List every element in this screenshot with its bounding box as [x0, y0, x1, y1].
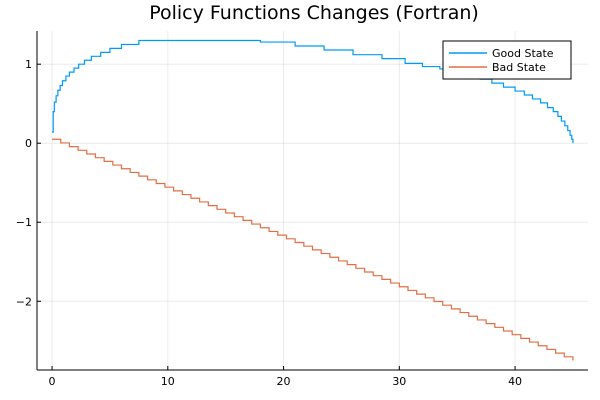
legend-label: Bad State — [492, 61, 546, 74]
series-line-bad-state — [52, 138, 574, 361]
legend-label: Good State — [492, 47, 554, 60]
y-tick-label: −1 — [16, 216, 32, 229]
x-tick-label: 40 — [508, 375, 522, 388]
y-tick-label: 1 — [25, 58, 32, 71]
series-group — [52, 39, 574, 361]
x-tick-label: 20 — [277, 375, 291, 388]
legend-box — [442, 40, 572, 80]
y-tick-label: −2 — [16, 295, 32, 308]
axes: 0 10 20 30 40 −2 −1 0 1 — [16, 31, 588, 388]
y-tick-label: 0 — [25, 137, 32, 150]
x-tick-label: 0 — [49, 375, 56, 388]
x-tick-label: 30 — [392, 375, 406, 388]
series-line-good-state — [52, 39, 574, 144]
chart-title: Policy Functions Changes (Fortran) — [149, 2, 479, 24]
x-tick-label: 10 — [161, 375, 175, 388]
